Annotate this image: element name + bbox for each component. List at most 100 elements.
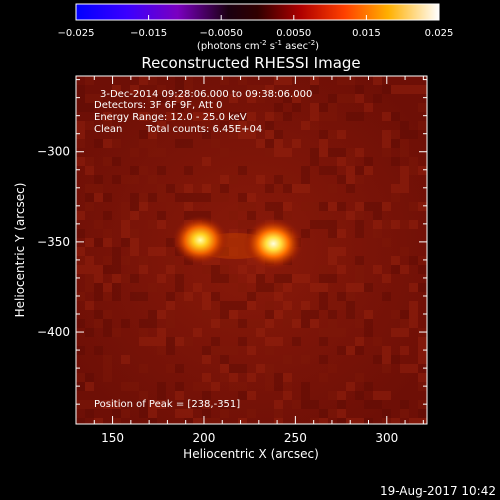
texture-cell xyxy=(301,319,310,328)
texture-cell xyxy=(76,121,85,130)
texture-cell xyxy=(121,274,130,283)
texture-cell xyxy=(85,274,94,283)
texture-cell xyxy=(148,409,157,418)
texture-cell xyxy=(328,202,337,211)
texture-cell xyxy=(265,346,274,355)
texture-cell xyxy=(310,310,319,319)
texture-cell xyxy=(283,301,292,310)
colorbar-tick-label: 0.025 xyxy=(425,28,454,39)
texture-cell xyxy=(328,319,337,328)
sources xyxy=(172,215,304,270)
texture-cell xyxy=(112,247,121,256)
texture-cell xyxy=(409,166,418,175)
texture-cell xyxy=(328,184,337,193)
texture-cell xyxy=(157,346,166,355)
texture-cell xyxy=(85,103,94,112)
texture-cell xyxy=(346,157,355,166)
texture-cell xyxy=(130,166,139,175)
texture-cell xyxy=(400,130,409,139)
texture-cell xyxy=(94,400,103,409)
texture-cell xyxy=(76,382,85,391)
texture-cell xyxy=(346,211,355,220)
texture-cell xyxy=(157,310,166,319)
texture-cell xyxy=(193,211,202,220)
texture-cell xyxy=(274,418,283,424)
texture-cell xyxy=(319,130,328,139)
texture-cell xyxy=(283,148,292,157)
texture-cell xyxy=(139,166,148,175)
texture-cell xyxy=(382,238,391,247)
texture-cell xyxy=(283,373,292,382)
texture-cell xyxy=(355,148,364,157)
texture-cell xyxy=(373,265,382,274)
texture-cell xyxy=(373,202,382,211)
texture-cell xyxy=(283,76,292,85)
texture-cell xyxy=(238,76,247,85)
texture-cell xyxy=(76,346,85,355)
texture-cell xyxy=(184,76,193,85)
chart-title: Reconstructed RHESSI Image xyxy=(141,54,360,72)
texture-cell xyxy=(166,319,175,328)
texture-cell xyxy=(319,418,328,424)
texture-cell xyxy=(94,94,103,103)
texture-cell xyxy=(382,364,391,373)
texture-cell xyxy=(184,202,193,211)
texture-cell xyxy=(103,229,112,238)
texture-cell xyxy=(130,202,139,211)
texture-cell xyxy=(256,319,265,328)
texture-cell xyxy=(193,400,202,409)
texture-cell xyxy=(355,337,364,346)
texture-cell xyxy=(265,85,274,94)
texture-cell xyxy=(112,85,121,94)
texture-cell xyxy=(418,202,427,211)
texture-cell xyxy=(256,175,265,184)
texture-cell xyxy=(346,175,355,184)
texture-cell xyxy=(346,292,355,301)
texture-cell xyxy=(292,337,301,346)
texture-cell xyxy=(121,211,130,220)
texture-cell xyxy=(328,247,337,256)
texture-cell xyxy=(337,409,346,418)
texture-cell xyxy=(220,274,229,283)
texture-cell xyxy=(265,139,274,148)
texture-cell xyxy=(157,400,166,409)
texture-cell xyxy=(94,319,103,328)
texture-cell xyxy=(193,328,202,337)
texture-cell xyxy=(373,211,382,220)
texture-cell xyxy=(76,265,85,274)
texture-cell xyxy=(391,130,400,139)
texture-cell xyxy=(337,247,346,256)
texture-cell xyxy=(175,409,184,418)
texture-cell xyxy=(202,94,211,103)
texture-cell xyxy=(229,301,238,310)
texture-cell xyxy=(283,382,292,391)
texture-cell xyxy=(148,148,157,157)
texture-cell xyxy=(247,337,256,346)
texture-cell xyxy=(382,130,391,139)
texture-cell xyxy=(319,337,328,346)
texture-cell xyxy=(175,112,184,121)
texture-cell xyxy=(247,220,256,229)
texture-cell xyxy=(202,355,211,364)
texture-cell xyxy=(175,337,184,346)
texture-cell xyxy=(247,346,256,355)
texture-cell xyxy=(319,274,328,283)
texture-cell xyxy=(94,220,103,229)
texture-cell xyxy=(265,148,274,157)
texture-cell xyxy=(175,85,184,94)
colorbar-units-label: (photons cm-2 s-1 asec-2) xyxy=(197,39,319,52)
colorbar-tick-label: 0.0050 xyxy=(276,28,311,39)
texture-cell xyxy=(202,382,211,391)
y-axis-label: Heliocentric Y (arcsec) xyxy=(13,183,27,318)
texture-cell xyxy=(157,94,166,103)
texture-cell xyxy=(157,211,166,220)
x-tick-label: 150 xyxy=(101,431,124,445)
texture-cell xyxy=(328,256,337,265)
texture-cell xyxy=(211,139,220,148)
texture-cell xyxy=(274,409,283,418)
texture-cell xyxy=(355,211,364,220)
texture-cell xyxy=(274,373,283,382)
texture-cell xyxy=(355,319,364,328)
texture-cell xyxy=(355,85,364,94)
texture-cell xyxy=(337,256,346,265)
